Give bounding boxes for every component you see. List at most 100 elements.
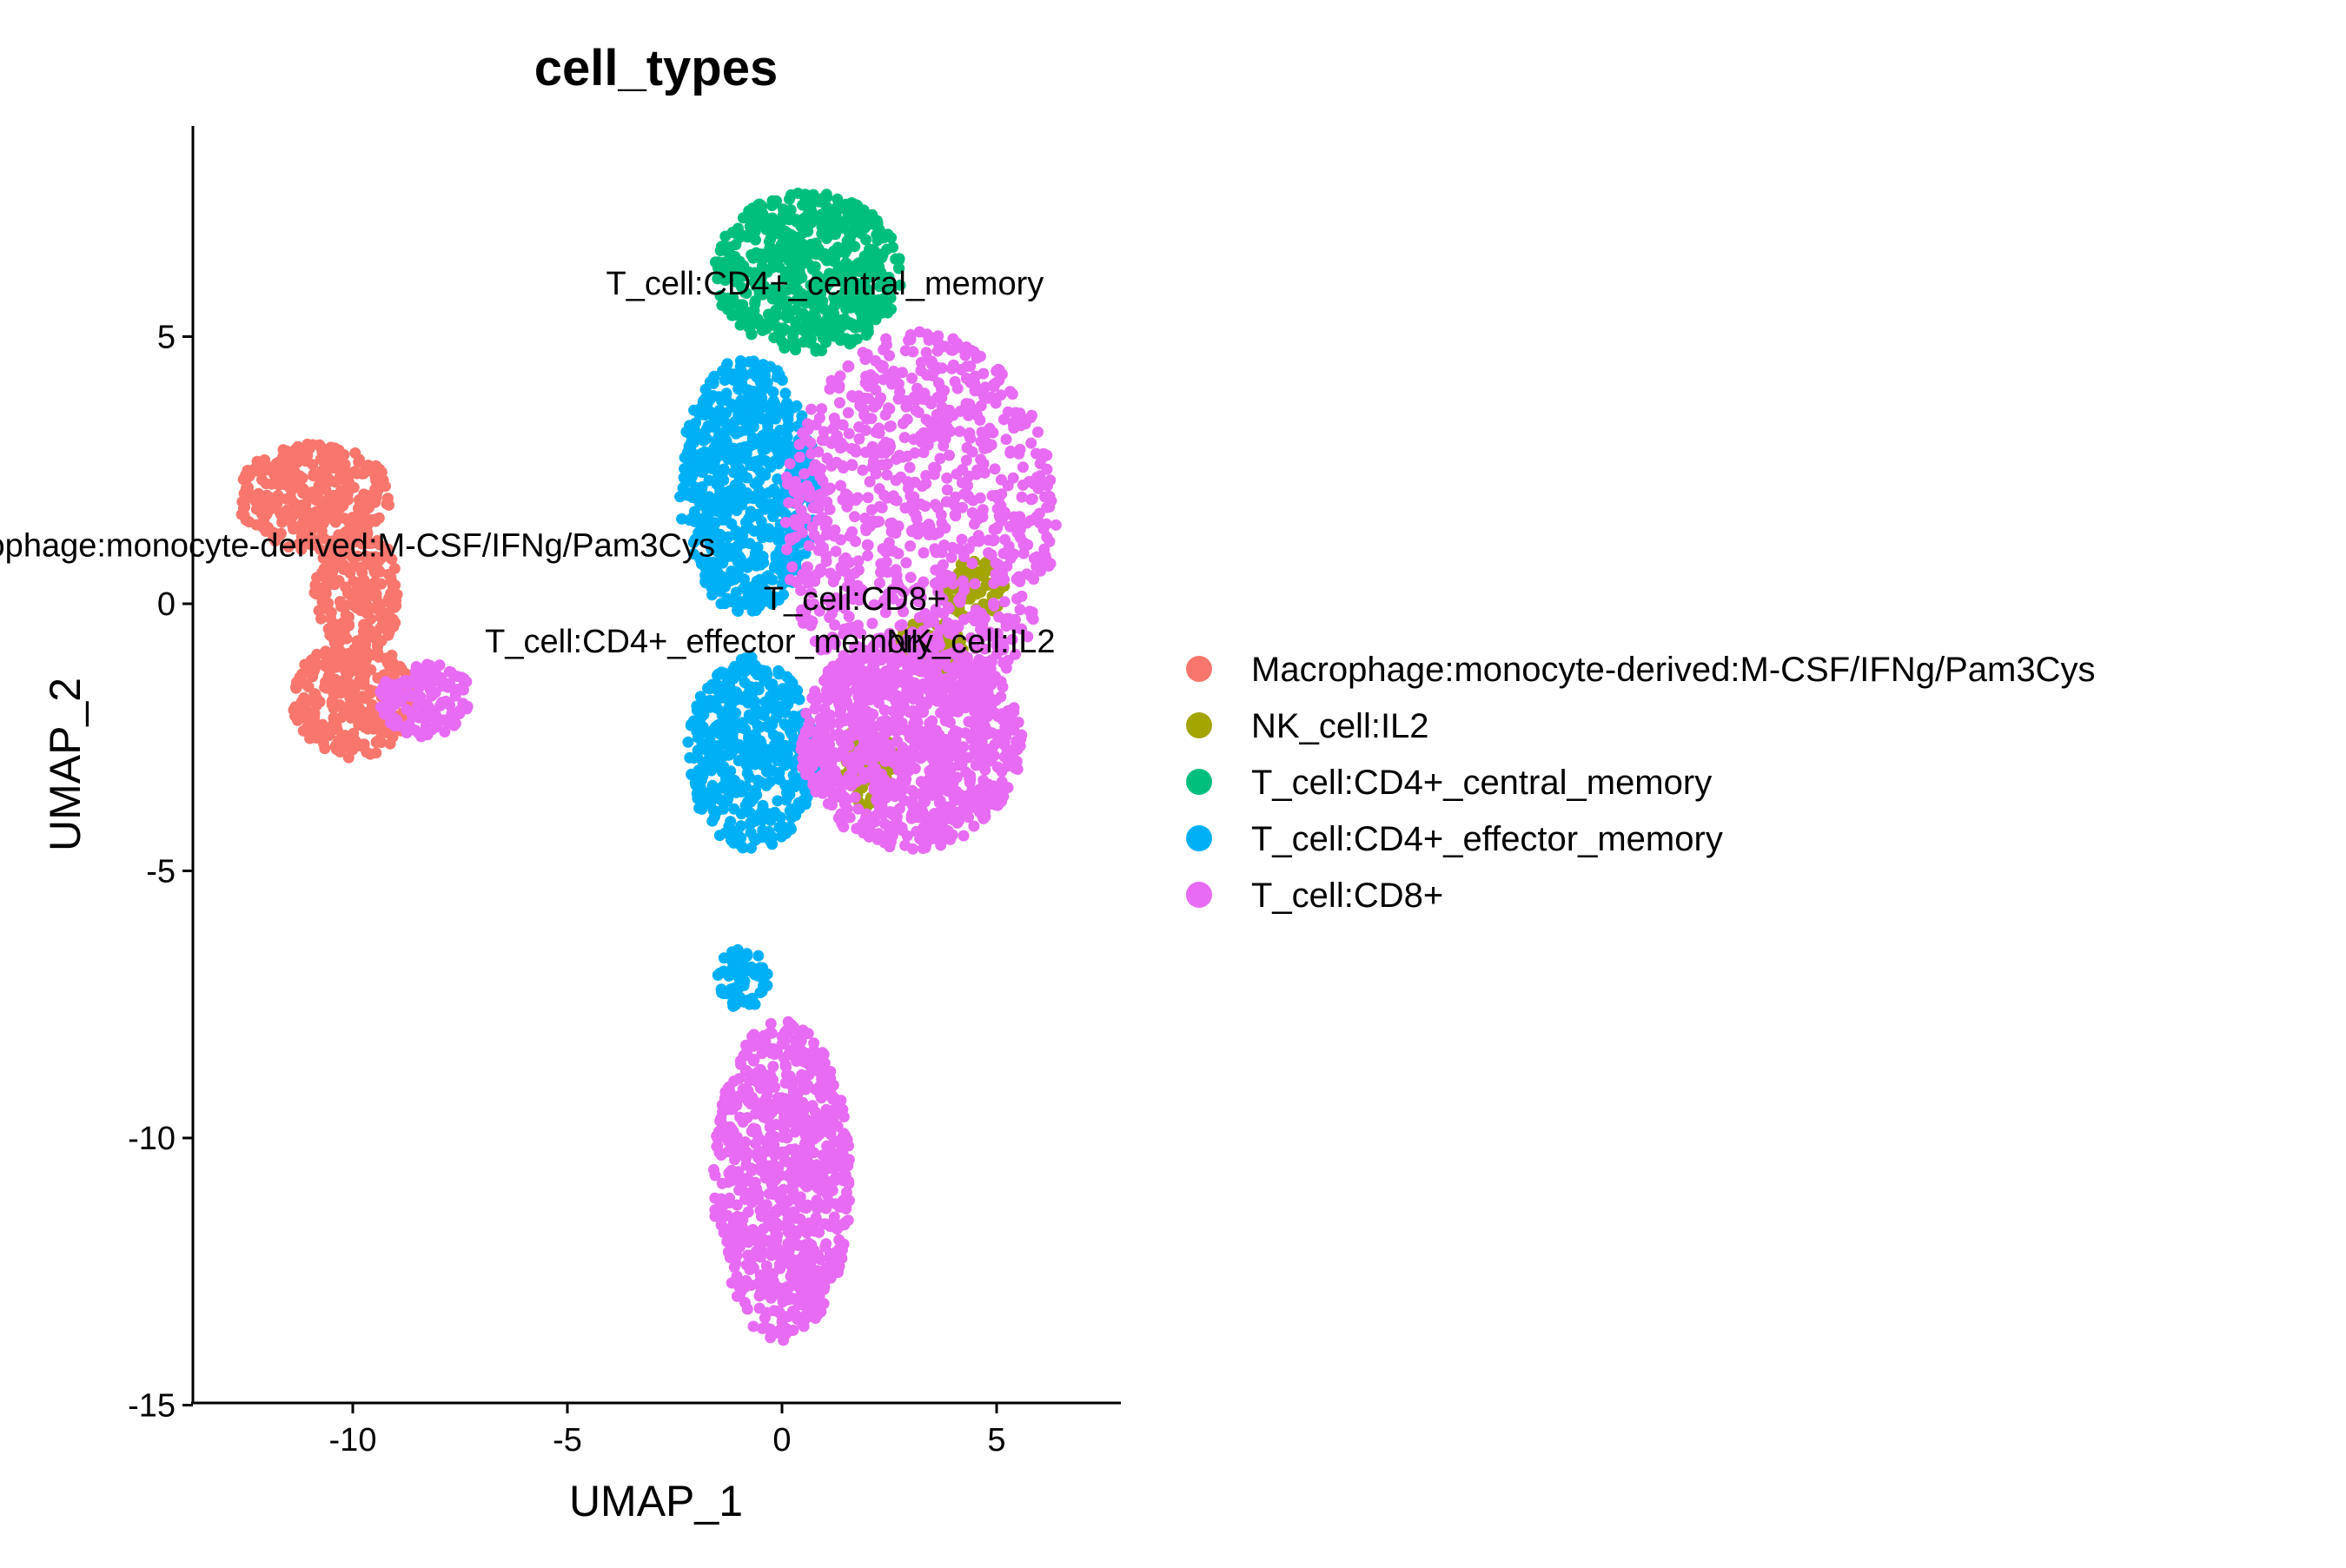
point [978, 442, 991, 454]
point [751, 277, 763, 289]
point [282, 541, 295, 553]
point [729, 717, 741, 729]
point [832, 193, 844, 205]
point [963, 716, 975, 728]
point [773, 731, 785, 744]
point [1016, 590, 1028, 602]
point [964, 773, 977, 785]
point [1014, 443, 1026, 455]
point [887, 241, 898, 254]
point [973, 806, 985, 818]
point [806, 692, 818, 705]
point [881, 458, 893, 470]
point [818, 731, 831, 744]
point [916, 480, 928, 493]
chart-title: cell_types [534, 40, 779, 96]
point [334, 734, 345, 746]
point [307, 533, 319, 545]
point [284, 482, 296, 494]
point [769, 591, 781, 603]
point [894, 279, 906, 291]
point [859, 274, 871, 286]
point [334, 470, 346, 482]
point [762, 762, 774, 774]
point [371, 534, 383, 546]
point [307, 439, 319, 451]
point [383, 499, 394, 511]
point [919, 842, 931, 854]
point [693, 731, 705, 743]
point [1003, 540, 1015, 552]
point [753, 198, 765, 210]
point [334, 532, 346, 544]
point [297, 724, 309, 737]
point [849, 567, 861, 579]
point [805, 217, 818, 228]
point [843, 778, 855, 791]
point [372, 647, 384, 658]
point [327, 566, 339, 578]
point [900, 557, 912, 569]
point [891, 494, 903, 506]
point [361, 600, 374, 612]
point [878, 689, 890, 701]
point [902, 691, 914, 703]
point [760, 400, 772, 412]
point [765, 814, 777, 826]
point [871, 833, 884, 845]
point [788, 486, 800, 498]
point [712, 262, 724, 275]
point [838, 462, 850, 474]
point [302, 449, 314, 461]
point [791, 685, 803, 698]
point [975, 453, 987, 466]
point [239, 501, 251, 513]
point [708, 810, 720, 823]
point [738, 573, 750, 586]
point [779, 241, 791, 253]
point [947, 578, 959, 590]
point [940, 496, 952, 508]
point [317, 738, 329, 750]
point [904, 461, 916, 473]
point [942, 422, 953, 433]
point [772, 755, 784, 767]
point [820, 189, 832, 201]
point [950, 684, 961, 696]
point [693, 784, 705, 797]
point [770, 248, 782, 261]
point [781, 397, 793, 409]
point [341, 481, 354, 493]
point [892, 262, 905, 275]
point [743, 321, 755, 334]
point [826, 380, 838, 392]
point [929, 499, 941, 511]
point [772, 365, 784, 377]
point [360, 559, 372, 571]
point [311, 572, 323, 584]
point [749, 728, 761, 740]
point [790, 531, 802, 543]
point [314, 514, 326, 526]
point [783, 208, 795, 220]
point [835, 262, 846, 275]
point [765, 529, 778, 541]
point [728, 573, 740, 586]
point [1044, 474, 1057, 486]
point [929, 543, 941, 555]
point [998, 596, 1011, 608]
point [846, 318, 858, 330]
point [746, 414, 759, 426]
point [802, 325, 814, 337]
point [717, 467, 728, 480]
point [984, 663, 997, 675]
point [852, 704, 864, 716]
point [741, 1303, 753, 1315]
point [335, 687, 347, 699]
point [755, 497, 767, 509]
point [971, 534, 984, 546]
point [832, 683, 844, 695]
point [726, 309, 738, 321]
point [365, 460, 377, 473]
point [890, 375, 902, 387]
